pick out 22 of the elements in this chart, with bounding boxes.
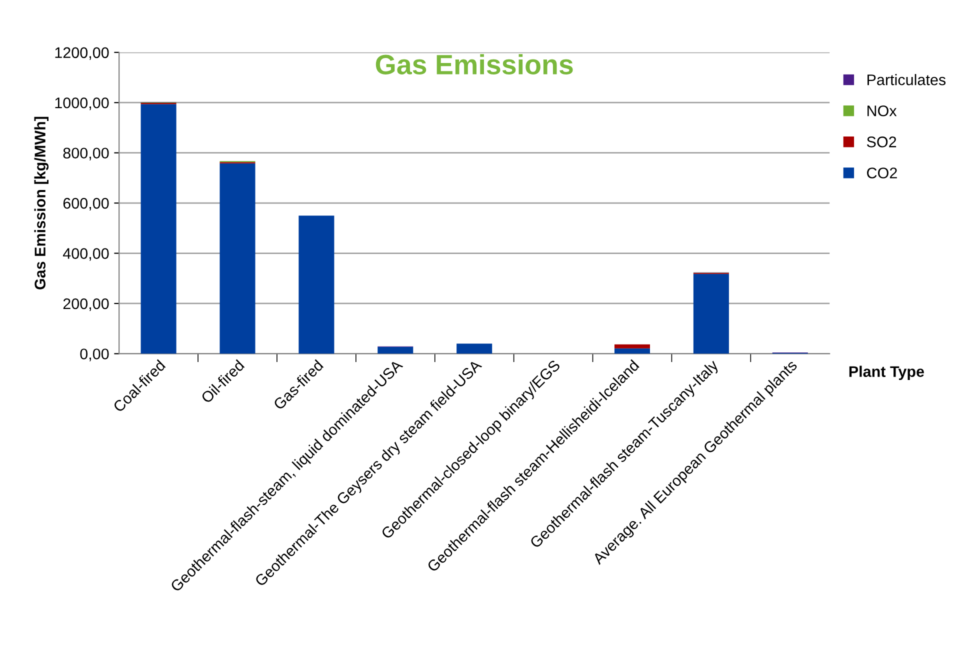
bar (614, 344, 650, 348)
bar (140, 104, 176, 354)
y-axis-title: Gas Emission [kg/MWh] (34, 116, 49, 290)
y-tick-label: 1200,00 (55, 47, 109, 60)
y-tick-label: 800,00 (63, 148, 109, 160)
legend-label: Particulates (868, 74, 946, 86)
chart-title: Gas Emissions (376, 54, 573, 74)
y-tick-label: 0,00 (80, 348, 109, 362)
y-tick-label: 600,00 (63, 198, 109, 211)
x-axis-title: Plant Type (849, 366, 924, 380)
bar (220, 163, 256, 354)
legend-label: NOx (868, 105, 897, 116)
bar (298, 216, 334, 354)
bar (614, 348, 650, 354)
bar (456, 344, 492, 354)
legend-label: SO2 (866, 136, 896, 148)
y-tick-label: 200,00 (63, 298, 109, 311)
legend-label: CO2 (867, 168, 897, 178)
y-tick-label: 1000,00 (55, 97, 109, 110)
bar (378, 346, 414, 354)
bar (693, 274, 729, 354)
y-tick-label: 400,00 (62, 248, 109, 261)
